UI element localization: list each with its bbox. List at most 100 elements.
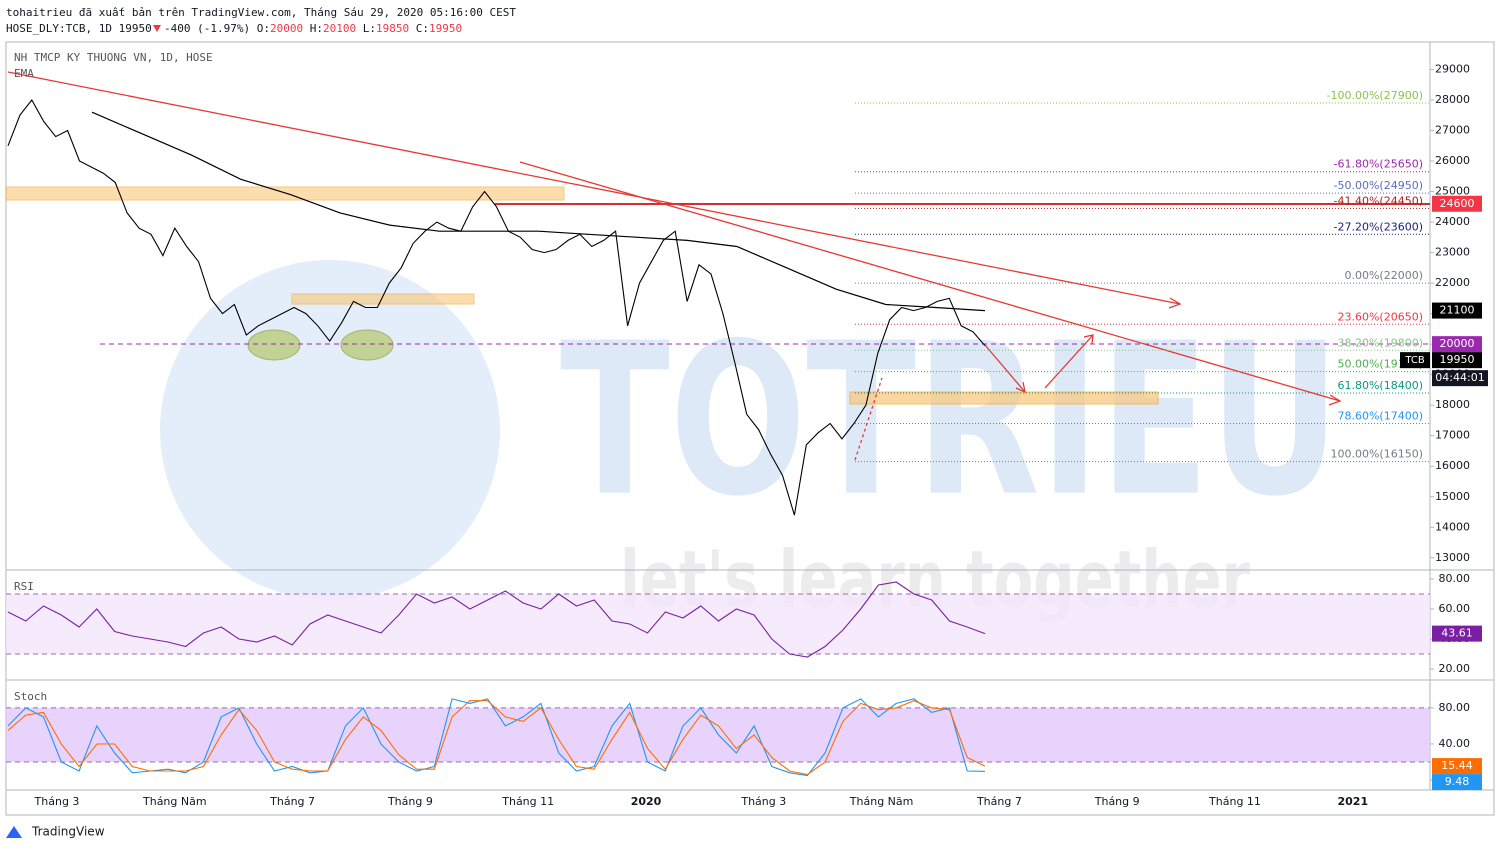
h-label: H: — [310, 22, 323, 35]
x-tick-label: Tháng 9 — [1094, 795, 1140, 808]
value-label: 20000 — [1440, 337, 1475, 350]
x-tick-label: 2021 — [1337, 795, 1368, 808]
y-tick-label: 22000 — [1435, 276, 1470, 289]
y-tick-label: 16000 — [1435, 459, 1470, 472]
y-tick-label: 15000 — [1435, 490, 1470, 503]
series-line — [7, 581, 986, 658]
y-tick-label: 17000 — [1435, 429, 1470, 442]
zone — [291, 293, 475, 305]
value-label-box — [1432, 336, 1482, 353]
series-line — [7, 700, 986, 776]
value-label: 19950 — [1440, 353, 1475, 366]
symbol-tag: TCB — [1404, 355, 1425, 366]
value-label: 24600 — [1440, 197, 1475, 210]
y-tick-label: 40.00 — [1439, 737, 1471, 750]
rsi-title: RSI — [14, 580, 34, 593]
pane-title: NH TMCP KY THUONG VN, 1D, HOSE — [14, 51, 213, 64]
series-line — [7, 698, 986, 777]
down-arrow-icon — [153, 25, 161, 32]
footer-brand: TradingView — [31, 825, 105, 839]
trend-line — [7, 71, 1181, 305]
arrow — [1044, 334, 1094, 389]
fib-label: 78.60%(17400) — [1337, 410, 1423, 423]
value-label: 21100 — [1440, 304, 1475, 317]
y-tick-label: 24000 — [1435, 215, 1470, 228]
drawings — [5, 71, 1430, 461]
value-label: 9.48 — [1445, 775, 1470, 788]
fib-label: -50.00%(24950) — [1334, 179, 1424, 192]
y-tick-label: 27000 — [1435, 124, 1470, 137]
ema-line — [91, 111, 986, 312]
footer-logo: TradingView — [6, 825, 105, 839]
stoch-title: Stoch — [14, 690, 47, 703]
header-line: tohaitrieu đã xuất bản trên TradingView.… — [6, 6, 516, 19]
highlight — [340, 329, 394, 361]
x-tick-label: Tháng 7 — [269, 795, 315, 808]
trend-line — [519, 161, 1341, 402]
indicator-band — [6, 594, 1430, 655]
x-tick-label: Tháng 3 — [740, 795, 786, 808]
fib-label: 0.00%(22000) — [1344, 269, 1423, 282]
countdown-box — [1432, 370, 1488, 387]
x-tick-label: Tháng Năm — [142, 795, 207, 808]
x-tick-label: Tháng 11 — [501, 795, 554, 808]
countdown: 04:44:01 — [1435, 371, 1484, 384]
fib-label: -61.80%(25650) — [1334, 158, 1424, 171]
fib-label: 23.60%(20650) — [1337, 310, 1423, 323]
y-tick-label: 80.00 — [1439, 701, 1471, 714]
arrow-head — [1328, 394, 1342, 406]
arrow — [984, 344, 1026, 393]
y-tick-label: 80.00 — [1439, 572, 1471, 585]
fib-label: -41.40%(24450) — [1334, 194, 1424, 207]
y-tick-label: 26000 — [1435, 154, 1470, 167]
value-label-box — [1432, 352, 1482, 369]
value-label: 43.61 — [1441, 627, 1473, 640]
header-ohlc: -400 (-1.97%) O:20000 H:20100 L:19850 C:… — [164, 22, 462, 35]
o-label: O: — [257, 22, 270, 35]
l-value: 19850 — [376, 22, 409, 35]
plot: 1300014000150001600017000180001900020000… — [6, 62, 1488, 808]
change: -400 (-1.97%) — [164, 22, 250, 35]
y-tick-label: 29000 — [1435, 62, 1470, 75]
y-tick-label: 60.00 — [1439, 602, 1471, 615]
x-tick-label: Tháng 11 — [1208, 795, 1261, 808]
fib-label: 38.20%(19800) — [1337, 336, 1423, 349]
value-label-box — [1432, 758, 1482, 775]
header-symbol: HOSE_DLY:TCB, 1D 19950 — [6, 22, 152, 35]
value-label-box — [1432, 195, 1482, 212]
fib-label: 100.00%(16150) — [1330, 448, 1423, 461]
highlight — [247, 329, 301, 361]
watermark-logo — [160, 260, 500, 600]
value-label-box — [1432, 625, 1482, 642]
x-tick-label: Tháng Năm — [849, 795, 914, 808]
y-tick-label: 25000 — [1435, 185, 1470, 198]
x-tick-label: Tháng 7 — [976, 795, 1022, 808]
value-label-box — [1432, 302, 1482, 319]
value-label-box — [1432, 774, 1482, 791]
logo-icon — [6, 826, 22, 838]
fib-label: -27.20%(23600) — [1334, 220, 1424, 233]
fib-label: -100.00%(27900) — [1327, 89, 1424, 102]
h-value: 20100 — [323, 22, 356, 35]
fib-label: 61.80%(18400) — [1337, 379, 1423, 392]
y-tick-label: 23000 — [1435, 246, 1470, 259]
y-tick-label: 18000 — [1435, 398, 1470, 411]
zone — [849, 391, 1159, 405]
o-value: 20000 — [270, 22, 303, 35]
arrow-head — [1083, 334, 1094, 345]
watermark-title: TOTRIEU — [560, 298, 1340, 543]
pane-frames — [5, 41, 1495, 816]
x-tick-label: Tháng 9 — [387, 795, 433, 808]
y-tick-label: 28000 — [1435, 93, 1470, 106]
c-label: C: — [416, 22, 429, 35]
l-label: L: — [363, 22, 376, 35]
arrow-head — [1015, 381, 1026, 394]
x-tick-label: 2020 — [631, 795, 662, 808]
symbol-tag-box — [1400, 352, 1430, 369]
frame — [5, 41, 1495, 816]
y-tick-label: 13000 — [1435, 551, 1470, 564]
arrow-head — [1168, 297, 1182, 309]
value-label: 15.44 — [1441, 759, 1473, 772]
y-tick-label: 20.00 — [1439, 662, 1471, 675]
